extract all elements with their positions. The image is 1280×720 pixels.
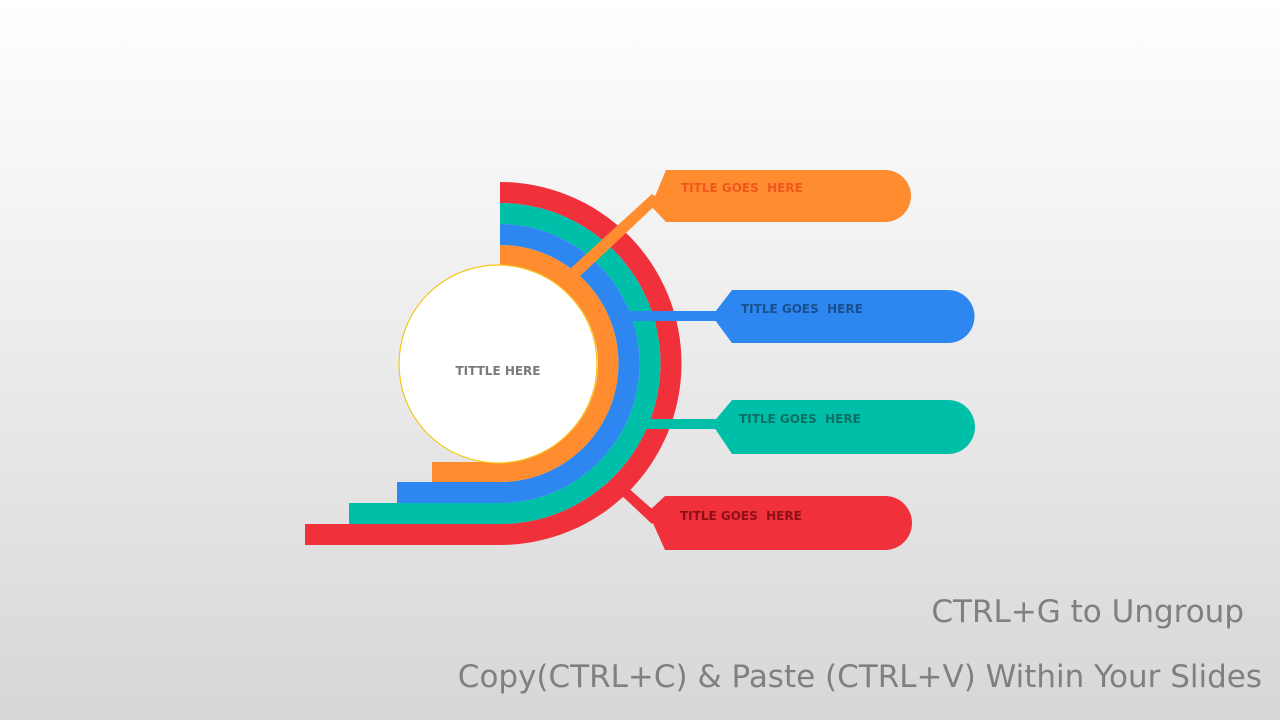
connector-teal <box>640 419 720 429</box>
center-circle <box>398 264 598 464</box>
connector-blue <box>628 311 720 321</box>
callout-blue-label: TITLE GOES HERE <box>741 302 863 316</box>
footer-hint-ungroup: CTRL+G to Ungroup <box>931 594 1244 630</box>
callout-red-label: TITLE GOES HERE <box>680 509 802 523</box>
callout-teal-shape <box>712 400 975 454</box>
callout-orange-label: TITLE GOES HERE <box>681 181 803 195</box>
callout-orange-shape <box>651 170 911 222</box>
callout-blue-shape <box>712 290 975 343</box>
callout-red-shape <box>648 496 912 550</box>
footer-hint-copy-paste: Copy(CTRL+C) & Paste (CTRL+V) Within You… <box>457 659 1262 695</box>
center-title: TITTLE HERE <box>456 364 541 378</box>
callout-teal-label: TITLE GOES HERE <box>739 412 861 426</box>
connector-orange <box>571 194 661 278</box>
